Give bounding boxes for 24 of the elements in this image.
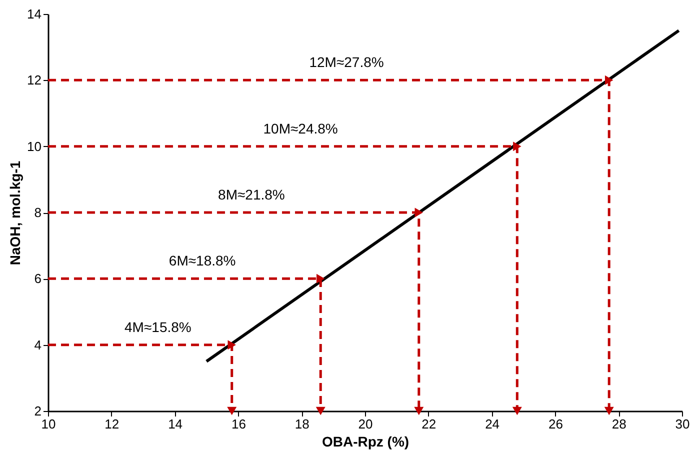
annotation: 6M≈18.8%	[168, 252, 236, 269]
x-tick-label: 28	[612, 416, 626, 432]
y-tick-label: 12	[27, 72, 42, 88]
x-tick-label: 30	[675, 416, 690, 432]
annotation: 4M≈15.8%	[124, 318, 192, 335]
annotation: 10M≈24.8%	[263, 120, 338, 136]
y-axis-title: NaOH, mol.kg-1	[7, 160, 24, 266]
y-tick-label: 4	[34, 337, 42, 352]
x-tick-label: 12	[104, 416, 120, 432]
x-tick-label: 26	[548, 416, 563, 432]
x-tick-label: 18	[294, 416, 310, 432]
y-tick-label: 10	[27, 138, 42, 154]
x-tick-label: 24	[485, 416, 500, 432]
y-tick-label: 6	[34, 271, 42, 286]
x-tick-label: 22	[422, 416, 436, 432]
y-tick-label: 8	[34, 205, 42, 220]
x-tick-label: 20	[358, 416, 373, 432]
x-axis-title: OBA-Rpz (%)	[322, 434, 410, 450]
x-tick-label: 16	[231, 416, 246, 432]
annotation: 12M≈27.8%	[309, 54, 384, 70]
annotation: 8M≈21.8%	[218, 186, 285, 202]
y-tick-label: 14	[27, 6, 42, 22]
x-tick-label: 14	[168, 416, 183, 432]
y-tick-label: 2	[34, 404, 42, 418]
